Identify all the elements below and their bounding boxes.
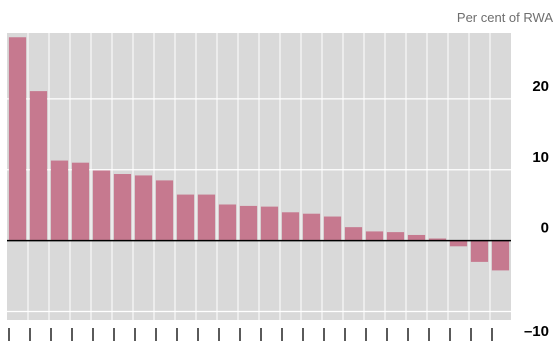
bar bbox=[176, 194, 195, 241]
bar bbox=[365, 231, 384, 241]
y-tick-label: –10 bbox=[524, 323, 549, 340]
bar bbox=[71, 162, 90, 241]
bar bbox=[197, 194, 216, 241]
y-axis-unit-label: Per cent of RWA bbox=[456, 10, 553, 25]
y-tick-label: 10 bbox=[532, 149, 549, 166]
bar bbox=[29, 91, 48, 241]
bar bbox=[239, 205, 258, 241]
y-tick-label: 0 bbox=[541, 220, 549, 237]
bar bbox=[302, 213, 321, 241]
bar bbox=[428, 238, 447, 241]
bar bbox=[386, 232, 405, 241]
y-axis-tick-labels: 20 10 0 –10 bbox=[524, 78, 549, 340]
x-axis-ticks bbox=[8, 328, 493, 341]
bar bbox=[155, 180, 174, 241]
bar bbox=[92, 170, 111, 241]
bar bbox=[260, 206, 279, 241]
bar bbox=[218, 204, 237, 241]
bar bbox=[407, 234, 426, 241]
bar bbox=[50, 160, 69, 241]
bar bbox=[281, 212, 300, 241]
bar bbox=[134, 175, 153, 241]
bar bbox=[8, 37, 27, 241]
y-tick-label: 20 bbox=[532, 78, 549, 95]
bar bbox=[449, 240, 468, 247]
bar bbox=[491, 240, 510, 271]
bar bbox=[470, 240, 489, 262]
bars bbox=[8, 37, 510, 271]
bar bbox=[344, 227, 363, 241]
bar bbox=[113, 174, 132, 241]
vertical-gridlines bbox=[27, 33, 491, 320]
horizontal-gridlines bbox=[7, 98, 511, 313]
bar bbox=[323, 216, 342, 241]
